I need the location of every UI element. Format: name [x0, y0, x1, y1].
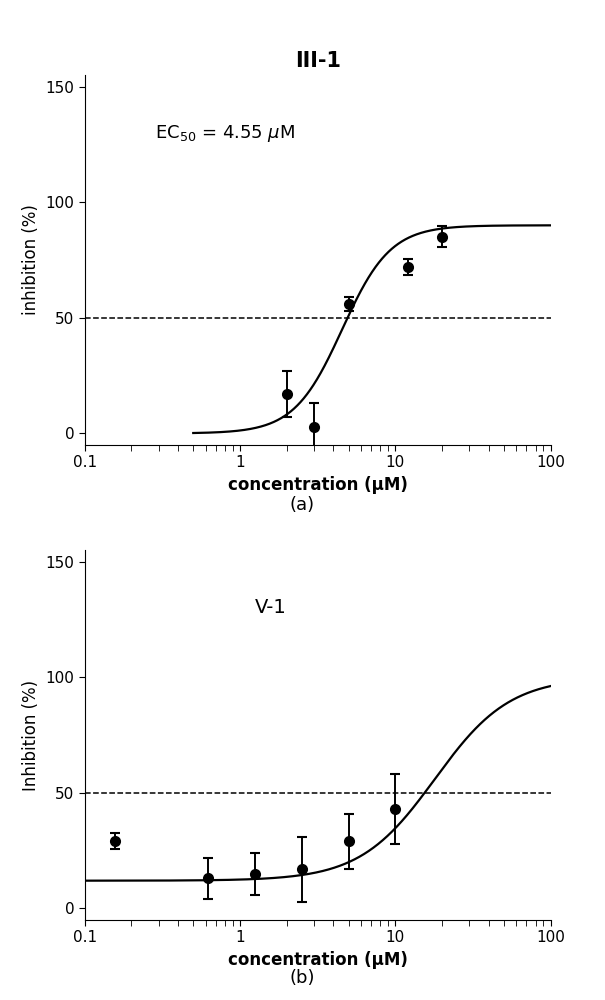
Text: V-1: V-1	[255, 598, 287, 617]
X-axis label: concentration (μM): concentration (μM)	[227, 951, 408, 969]
Title: III-1: III-1	[295, 51, 341, 71]
Text: EC$_{50}$ = 4.55 $\mu$M: EC$_{50}$ = 4.55 $\mu$M	[155, 123, 295, 144]
Text: (b): (b)	[290, 969, 315, 987]
X-axis label: concentration (μM): concentration (μM)	[227, 476, 408, 494]
Y-axis label: inhibition (%): inhibition (%)	[22, 205, 40, 315]
Text: (a): (a)	[290, 496, 315, 514]
Y-axis label: Inhibition (%): Inhibition (%)	[22, 679, 40, 791]
